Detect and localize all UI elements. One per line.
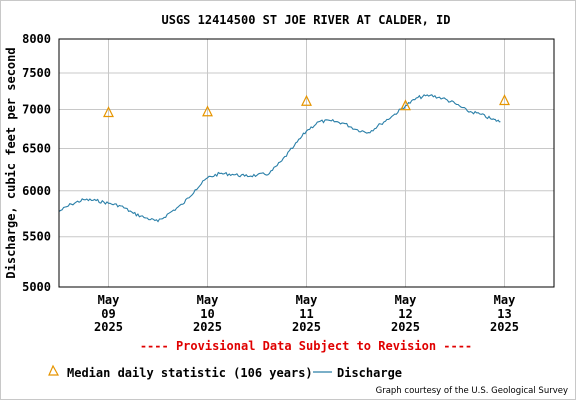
x-tick-label-day: 13	[497, 307, 511, 321]
y-tick-label: 5000	[22, 280, 51, 294]
x-tick-label-month: May	[395, 293, 417, 307]
x-tick-label-month: May	[197, 293, 219, 307]
y-axis-label: Discharge, cubic feet per second	[4, 47, 18, 278]
y-tick-label: 5500	[22, 230, 51, 244]
x-tick-label-day: 12	[398, 307, 412, 321]
median-marker	[499, 94, 510, 106]
x-tick-label-day: 11	[299, 307, 313, 321]
y-tick-label: 7500	[22, 66, 51, 80]
credit-text: Graph courtesy of the U.S. Geological Su…	[376, 386, 568, 396]
y-tick-label: 8000	[22, 32, 51, 46]
x-tick-label-month: May	[296, 293, 318, 307]
x-tick-label-month: May	[98, 293, 120, 307]
x-tick-label-month: May	[494, 293, 516, 307]
series-layer	[58, 94, 510, 223]
legend-discharge-label: Discharge	[337, 366, 402, 380]
x-tick-label-year: 2025	[193, 320, 222, 334]
y-tick-label: 6000	[22, 184, 51, 198]
x-axis-ticks: May092025May102025May112025May122025May1…	[94, 293, 519, 334]
y-tick-label: 6500	[22, 142, 51, 156]
median-marker	[103, 106, 114, 118]
legend-median-label: Median daily statistic (106 years)	[67, 366, 313, 380]
x-tick-label-day: 10	[200, 307, 214, 321]
chart-title: USGS 12414500 ST JOE RIVER AT CALDER, ID	[162, 13, 451, 27]
legend: Median daily statistic (106 years) Disch…	[48, 364, 402, 380]
y-axis-ticks: 5000 5500 6000 6500 7000 7500 8000	[22, 32, 51, 294]
plot-border	[58, 38, 555, 288]
x-tick-label-day: 09	[101, 307, 115, 321]
median-marker	[202, 105, 213, 117]
x-tick-label-year: 2025	[94, 320, 123, 334]
y-tick-label: 7000	[22, 102, 51, 116]
median-marker	[301, 94, 312, 106]
x-tick-label-year: 2025	[292, 320, 321, 334]
provisional-notice: ---- Provisional Data Subject to Revisio…	[140, 339, 472, 353]
legend-median-marker	[48, 364, 60, 376]
grid-lines	[59, 39, 554, 287]
discharge-line	[58, 94, 501, 223]
x-tick-label-year: 2025	[490, 320, 519, 334]
median-marker	[400, 99, 411, 111]
x-tick-label-year: 2025	[391, 320, 420, 334]
